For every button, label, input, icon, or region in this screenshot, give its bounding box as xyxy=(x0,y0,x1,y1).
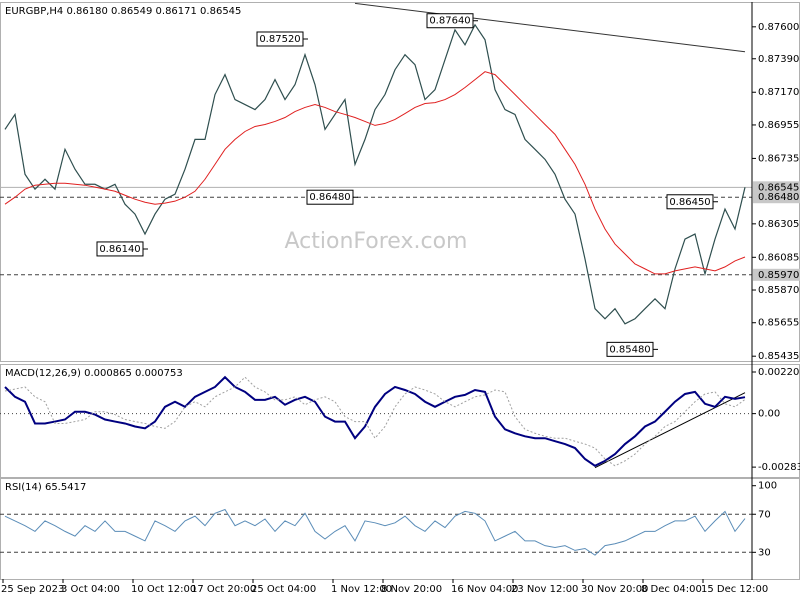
series-line xyxy=(4,376,746,467)
series-line xyxy=(4,375,746,467)
panel-title: RSI(14) 65.5417 xyxy=(5,482,86,493)
level-label: 0.86480 xyxy=(758,192,799,203)
x-tick-label: 16 Nov 04:00 xyxy=(451,584,518,595)
y-tick-label: 0.85435 xyxy=(758,351,799,362)
annotation-box xyxy=(426,13,474,29)
panel-title: MACD(12,26,9) 0.000865 0.000753 xyxy=(5,368,183,379)
annotation-box xyxy=(606,341,654,357)
level-label-box xyxy=(753,268,800,281)
annotation-box xyxy=(96,241,144,257)
x-tick-label: 1 Nov 12:00 xyxy=(331,584,392,595)
x-tick-label: 17 Oct 20:00 xyxy=(191,584,256,595)
y-tick-label: 0.87600 xyxy=(758,22,799,33)
y-tick-label: 0.87170 xyxy=(758,87,799,98)
y-tick-label: 0.86955 xyxy=(758,120,799,131)
series-line xyxy=(4,508,746,556)
y-tick-label: 70 xyxy=(758,509,771,520)
series-line xyxy=(4,23,746,325)
y-tick-label: 30 xyxy=(758,547,771,558)
annotation-label: 0.85480 xyxy=(609,344,650,355)
y-tick-label: 0.85870 xyxy=(758,285,799,296)
y-tick-label: 0.86305 xyxy=(758,219,799,230)
x-tick-label: 3 Oct 04:00 xyxy=(61,584,120,595)
trendline xyxy=(354,2,746,53)
x-tick-label: 30 Nov 20:00 xyxy=(581,584,648,595)
level-label: 0.86545 xyxy=(758,182,799,193)
series-line xyxy=(4,71,746,275)
annotation-label: 0.86480 xyxy=(309,192,350,203)
y-tick-label: -0.00283 xyxy=(758,462,800,473)
x-tick-label: 8 Dec 04:00 xyxy=(641,584,702,595)
level-label: 0.85970 xyxy=(758,270,799,281)
level-label-box xyxy=(753,191,800,204)
y-tick-label: 0.85655 xyxy=(758,318,799,329)
annotation-label: 0.86140 xyxy=(99,244,140,255)
annotation-label: 0.87640 xyxy=(429,16,470,27)
y-tick-label: 0.00 xyxy=(758,409,780,420)
y-tick-label: 0.002203 xyxy=(758,367,800,378)
x-tick-label: 10 Oct 12:00 xyxy=(131,584,196,595)
annotation-box xyxy=(256,31,304,47)
y-tick-label: 100 xyxy=(758,481,777,492)
x-tick-label: 25 Oct 04:00 xyxy=(251,584,316,595)
annotation-label: 0.86450 xyxy=(669,197,710,208)
annotation-label: 0.87520 xyxy=(259,34,300,45)
y-tick-label: 0.86735 xyxy=(758,153,799,164)
x-tick-label: 8 Nov 20:00 xyxy=(381,584,442,595)
x-tick-label: 15 Dec 12:00 xyxy=(701,584,768,595)
watermark: ActionForex.com xyxy=(285,229,468,254)
annotation-box xyxy=(666,194,714,210)
y-tick-label: 0.86085 xyxy=(758,252,799,263)
x-tick-label: 25 Sep 2023 xyxy=(1,584,64,595)
annotation-box xyxy=(306,189,354,205)
y-tick-label: 0.87390 xyxy=(758,54,799,65)
trendline xyxy=(594,392,746,469)
panel-title: EURGBP,H4 0.86180 0.86549 0.86171 0.8654… xyxy=(5,6,241,17)
x-tick-label: 23 Nov 12:00 xyxy=(511,584,578,595)
level-label-box xyxy=(753,181,800,194)
